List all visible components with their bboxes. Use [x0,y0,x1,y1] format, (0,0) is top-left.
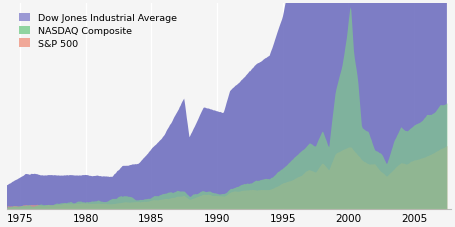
Legend: Dow Jones Industrial Average, NASDAQ Composite, S&P 500: Dow Jones Industrial Average, NASDAQ Com… [16,11,180,51]
